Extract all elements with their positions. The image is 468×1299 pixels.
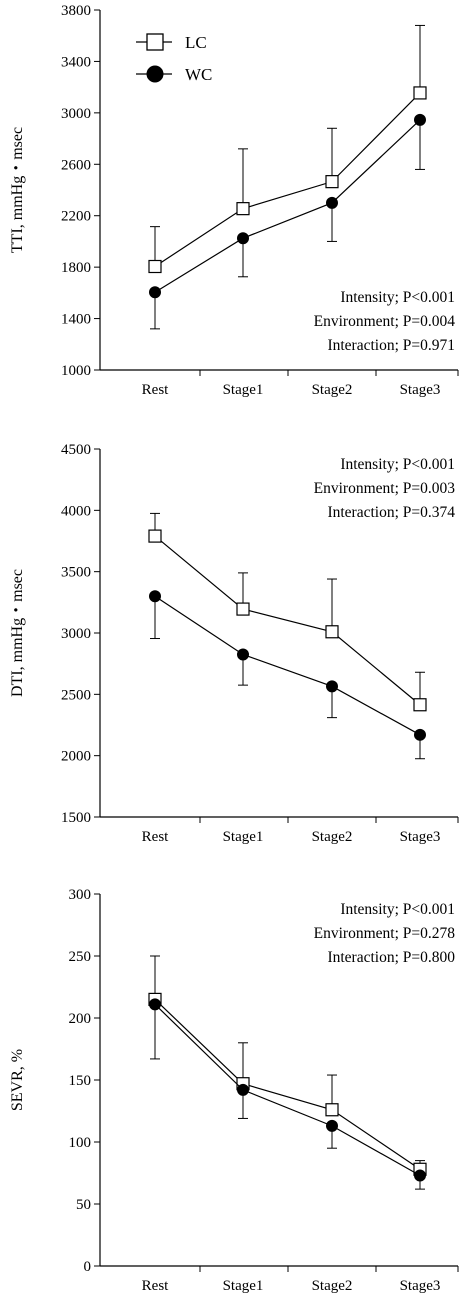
y-tick-label: 1400 (61, 312, 91, 328)
data-point (325, 175, 339, 189)
y-axis-label: SEVR, % (9, 1049, 26, 1111)
stat-annotation: Environment; P=0.004 (314, 313, 456, 330)
x-tick-label: Stage2 (312, 382, 353, 398)
stat-annotation: Environment; P=0.003 (314, 480, 456, 497)
series-line (154, 92, 421, 268)
y-tick-label: 3800 (61, 3, 91, 19)
stat-annotation: Interaction; P=0.374 (327, 504, 455, 521)
y-tick-label: 3000 (61, 626, 91, 642)
legend-label-wc: WC (185, 65, 212, 84)
series-line (154, 1003, 421, 1177)
chart-panel-1: 1000 1400 1800 2200 2600 3000 3400 3800 Rest Stag… (9, 3, 459, 398)
series-wc (149, 590, 426, 760)
legend-label-lc: LC (185, 33, 207, 52)
x-tick-label: Stage2 (312, 829, 353, 845)
series-line (154, 595, 421, 736)
series-line (154, 998, 421, 1170)
data-point (325, 1103, 339, 1117)
y-tick-label: 4500 (61, 442, 91, 458)
x-tick-label: Stage1 (223, 382, 264, 398)
x-tick-label: Rest (142, 382, 170, 398)
data-point (414, 113, 426, 126)
data-point (326, 196, 338, 209)
y-tick-label: 50 (76, 1197, 91, 1213)
y-axis-label: DTI, mmHg・msec (9, 569, 26, 697)
y-tick-label: 3400 (61, 54, 91, 70)
data-point (413, 698, 427, 712)
y-tick-label: 2000 (61, 749, 91, 765)
data-point (149, 590, 161, 603)
series-line (154, 535, 421, 706)
y-tick-label: 1800 (61, 260, 91, 276)
x-tick-label: Stage3 (400, 829, 441, 845)
x-tick-label: Rest (142, 829, 170, 845)
y-tick-label: 200 (69, 1011, 92, 1027)
stat-annotation: Environment; P=0.278 (314, 925, 456, 942)
x-tick-label: Stage3 (400, 1278, 441, 1294)
data-point (148, 259, 162, 274)
y-tick-label: 150 (69, 1073, 92, 1089)
series-line (154, 119, 421, 293)
data-point (237, 232, 249, 245)
data-point (236, 602, 250, 616)
data-point (413, 86, 427, 100)
stat-annotation: Intensity; P<0.001 (340, 456, 455, 473)
series-lc (148, 24, 427, 274)
series-lc (148, 955, 427, 1176)
y-tick-label: 1500 (61, 810, 91, 826)
data-point (414, 728, 426, 741)
data-point (414, 1169, 426, 1182)
data-point (149, 998, 161, 1011)
legend-marker-wc (146, 65, 164, 83)
data-point (326, 1119, 338, 1132)
stat-annotation: Intensity; P<0.001 (340, 901, 455, 918)
y-tick-label: 100 (69, 1135, 92, 1151)
y-axis-label: TTI, mmHg・msec (9, 127, 26, 253)
y-tick-label: 2200 (61, 209, 91, 225)
x-tick-label: Stage1 (223, 1278, 264, 1294)
y-tick-label: 3500 (61, 565, 91, 581)
stat-annotation: Interaction; P=0.800 (327, 949, 455, 966)
chart-panel-3: 0 50 100 150 200 250 300 Rest Stage1 Stage2 Stage3… (9, 887, 459, 1294)
data-point (237, 648, 249, 661)
stat-annotation: Interaction; P=0.971 (327, 337, 455, 354)
data-point (148, 529, 162, 543)
x-tick-label: Stage3 (400, 382, 441, 398)
series-wc (149, 998, 426, 1190)
y-tick-label: 3000 (61, 106, 91, 122)
data-point (236, 202, 250, 216)
data-point (325, 625, 339, 639)
data-point (326, 680, 338, 693)
y-tick-label: 250 (69, 949, 92, 965)
chart-panel-2: 1500 2000 2500 3000 3500 4000 4500 Rest Stage1 St… (9, 442, 459, 845)
y-tick-label: 300 (69, 887, 92, 903)
data-point (237, 1083, 249, 1096)
y-tick-label: 0 (84, 1259, 92, 1275)
y-tick-label: 2600 (61, 157, 91, 173)
y-tick-label: 4000 (61, 503, 91, 519)
y-tick-label: 2500 (61, 687, 91, 703)
series-wc (149, 113, 426, 330)
stat-annotation: Intensity; P<0.001 (340, 289, 455, 306)
legend: LC WC (136, 33, 212, 84)
x-tick-label: Stage2 (312, 1278, 353, 1294)
x-tick-label: Stage1 (223, 829, 264, 845)
series-lc (148, 512, 427, 712)
legend-marker-lc (146, 33, 164, 51)
x-tick-label: Rest (142, 1278, 170, 1294)
data-point (149, 286, 161, 299)
y-tick-label: 1000 (61, 363, 91, 379)
